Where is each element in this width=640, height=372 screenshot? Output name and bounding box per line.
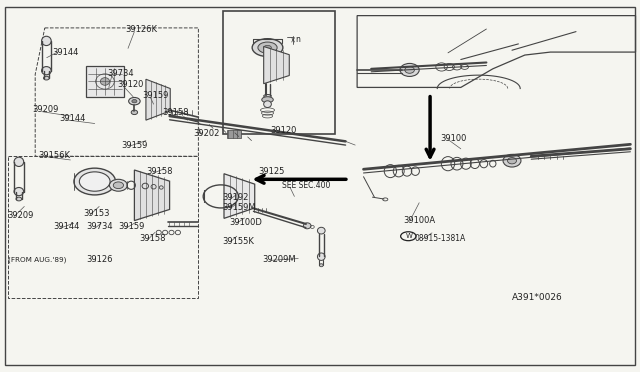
Ellipse shape xyxy=(252,39,283,57)
Ellipse shape xyxy=(113,182,124,189)
Ellipse shape xyxy=(14,157,24,167)
Text: 39144: 39144 xyxy=(60,114,86,123)
Text: 39126: 39126 xyxy=(86,255,113,264)
Ellipse shape xyxy=(258,42,277,53)
Bar xyxy=(223,11,335,134)
Ellipse shape xyxy=(132,100,137,103)
Text: 39734: 39734 xyxy=(86,222,113,231)
Text: 39159: 39159 xyxy=(122,141,148,150)
Ellipse shape xyxy=(79,172,110,191)
Bar xyxy=(86,66,124,97)
Text: 39125: 39125 xyxy=(259,167,285,176)
Ellipse shape xyxy=(400,63,419,76)
Ellipse shape xyxy=(131,110,138,115)
Ellipse shape xyxy=(317,253,325,260)
Text: 39209: 39209 xyxy=(32,105,58,114)
Ellipse shape xyxy=(44,76,49,80)
Text: 39144: 39144 xyxy=(53,222,79,231)
Ellipse shape xyxy=(42,36,51,45)
Ellipse shape xyxy=(264,101,271,108)
Text: 39158: 39158 xyxy=(163,108,189,117)
Text: 39158: 39158 xyxy=(140,234,166,243)
Text: 39156K: 39156K xyxy=(38,151,70,160)
Polygon shape xyxy=(264,46,289,84)
Text: 39153: 39153 xyxy=(83,209,109,218)
Text: 39126K: 39126K xyxy=(125,25,157,34)
Polygon shape xyxy=(224,174,255,218)
Text: 08915-1381A: 08915-1381A xyxy=(415,234,466,243)
Ellipse shape xyxy=(303,223,311,229)
Bar xyxy=(227,130,241,138)
Ellipse shape xyxy=(100,78,109,85)
Text: 39155K: 39155K xyxy=(223,237,255,246)
Ellipse shape xyxy=(14,187,24,196)
Text: (FROM AUG.'89): (FROM AUG.'89) xyxy=(8,256,66,263)
Text: 39159: 39159 xyxy=(118,222,145,231)
Ellipse shape xyxy=(262,97,273,103)
Text: 39202: 39202 xyxy=(193,129,220,138)
Ellipse shape xyxy=(508,157,516,164)
Text: 39159: 39159 xyxy=(142,92,168,100)
Text: 39100D: 39100D xyxy=(229,218,262,227)
Text: 39120: 39120 xyxy=(270,126,296,135)
Text: 39734: 39734 xyxy=(107,69,134,78)
Text: 39144: 39144 xyxy=(52,48,79,57)
Ellipse shape xyxy=(404,67,415,73)
Text: 39209M: 39209M xyxy=(262,255,296,264)
Text: 39159M: 39159M xyxy=(223,203,257,212)
Ellipse shape xyxy=(317,227,325,234)
Ellipse shape xyxy=(129,97,140,105)
Ellipse shape xyxy=(42,67,51,75)
Polygon shape xyxy=(134,170,170,221)
Text: SEE SEC.400: SEE SEC.400 xyxy=(282,182,330,190)
Text: 39209: 39209 xyxy=(8,211,34,219)
Text: A391*0026: A391*0026 xyxy=(512,293,563,302)
Text: n: n xyxy=(296,35,301,44)
Ellipse shape xyxy=(503,154,521,167)
Text: 39100: 39100 xyxy=(440,134,467,143)
Text: 39120: 39120 xyxy=(117,80,143,89)
Text: 39192: 39192 xyxy=(223,193,249,202)
Ellipse shape xyxy=(109,179,127,191)
Ellipse shape xyxy=(74,168,115,195)
Ellipse shape xyxy=(264,94,271,97)
Ellipse shape xyxy=(319,264,323,267)
Ellipse shape xyxy=(16,197,22,201)
Text: 39100A: 39100A xyxy=(403,216,435,225)
Text: 39158: 39158 xyxy=(146,167,172,176)
Polygon shape xyxy=(146,79,170,120)
Text: W: W xyxy=(406,233,412,239)
Ellipse shape xyxy=(264,45,271,50)
